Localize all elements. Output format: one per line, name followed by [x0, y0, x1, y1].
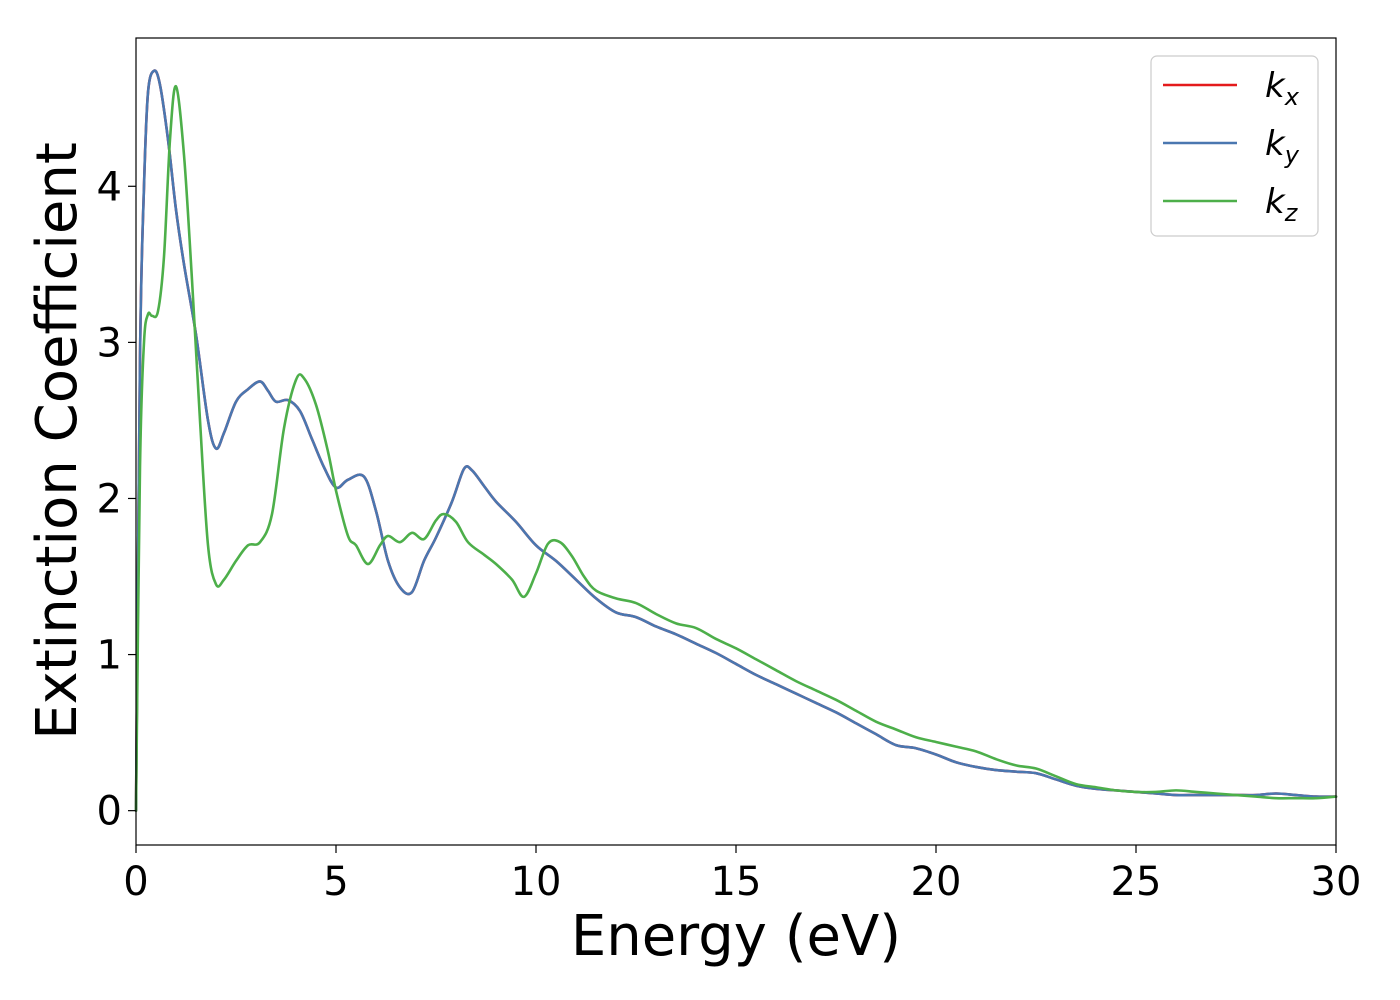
legend: kx ky kz [1150, 55, 1319, 237]
x-tick-label: 10 [511, 859, 562, 905]
y-tick-label: 1 [97, 633, 122, 679]
x-tick-label: 20 [911, 859, 962, 905]
x-axis-label: Energy (eV) [571, 904, 901, 969]
series-line-k-z [134, 85, 1338, 812]
series-line-k-y [134, 69, 1338, 812]
legend-label-k-z: kz [1265, 182, 1299, 227]
series-layer [134, 69, 1338, 812]
x-tick-label: 25 [1111, 859, 1162, 905]
legend-box [1150, 55, 1319, 237]
x-tick-label: 5 [323, 859, 348, 905]
y-tick-label: 2 [97, 476, 122, 522]
x-tick-label: 0 [123, 859, 148, 905]
y-axis-label: Extinction Coefficient [25, 142, 90, 740]
y-tick-label: 3 [97, 320, 122, 366]
x-tick-label: 30 [1311, 859, 1362, 905]
x-axis: 0 5 10 15 20 25 30 [123, 845, 1361, 905]
legend-label-k-y: ky [1265, 124, 1300, 169]
y-tick-label: 4 [97, 164, 122, 210]
legend-label-k-x: kx [1265, 66, 1300, 111]
y-tick-label: 0 [97, 789, 122, 835]
x-tick-label: 15 [711, 859, 762, 905]
y-axis: 0 1 2 3 4 [97, 164, 136, 835]
